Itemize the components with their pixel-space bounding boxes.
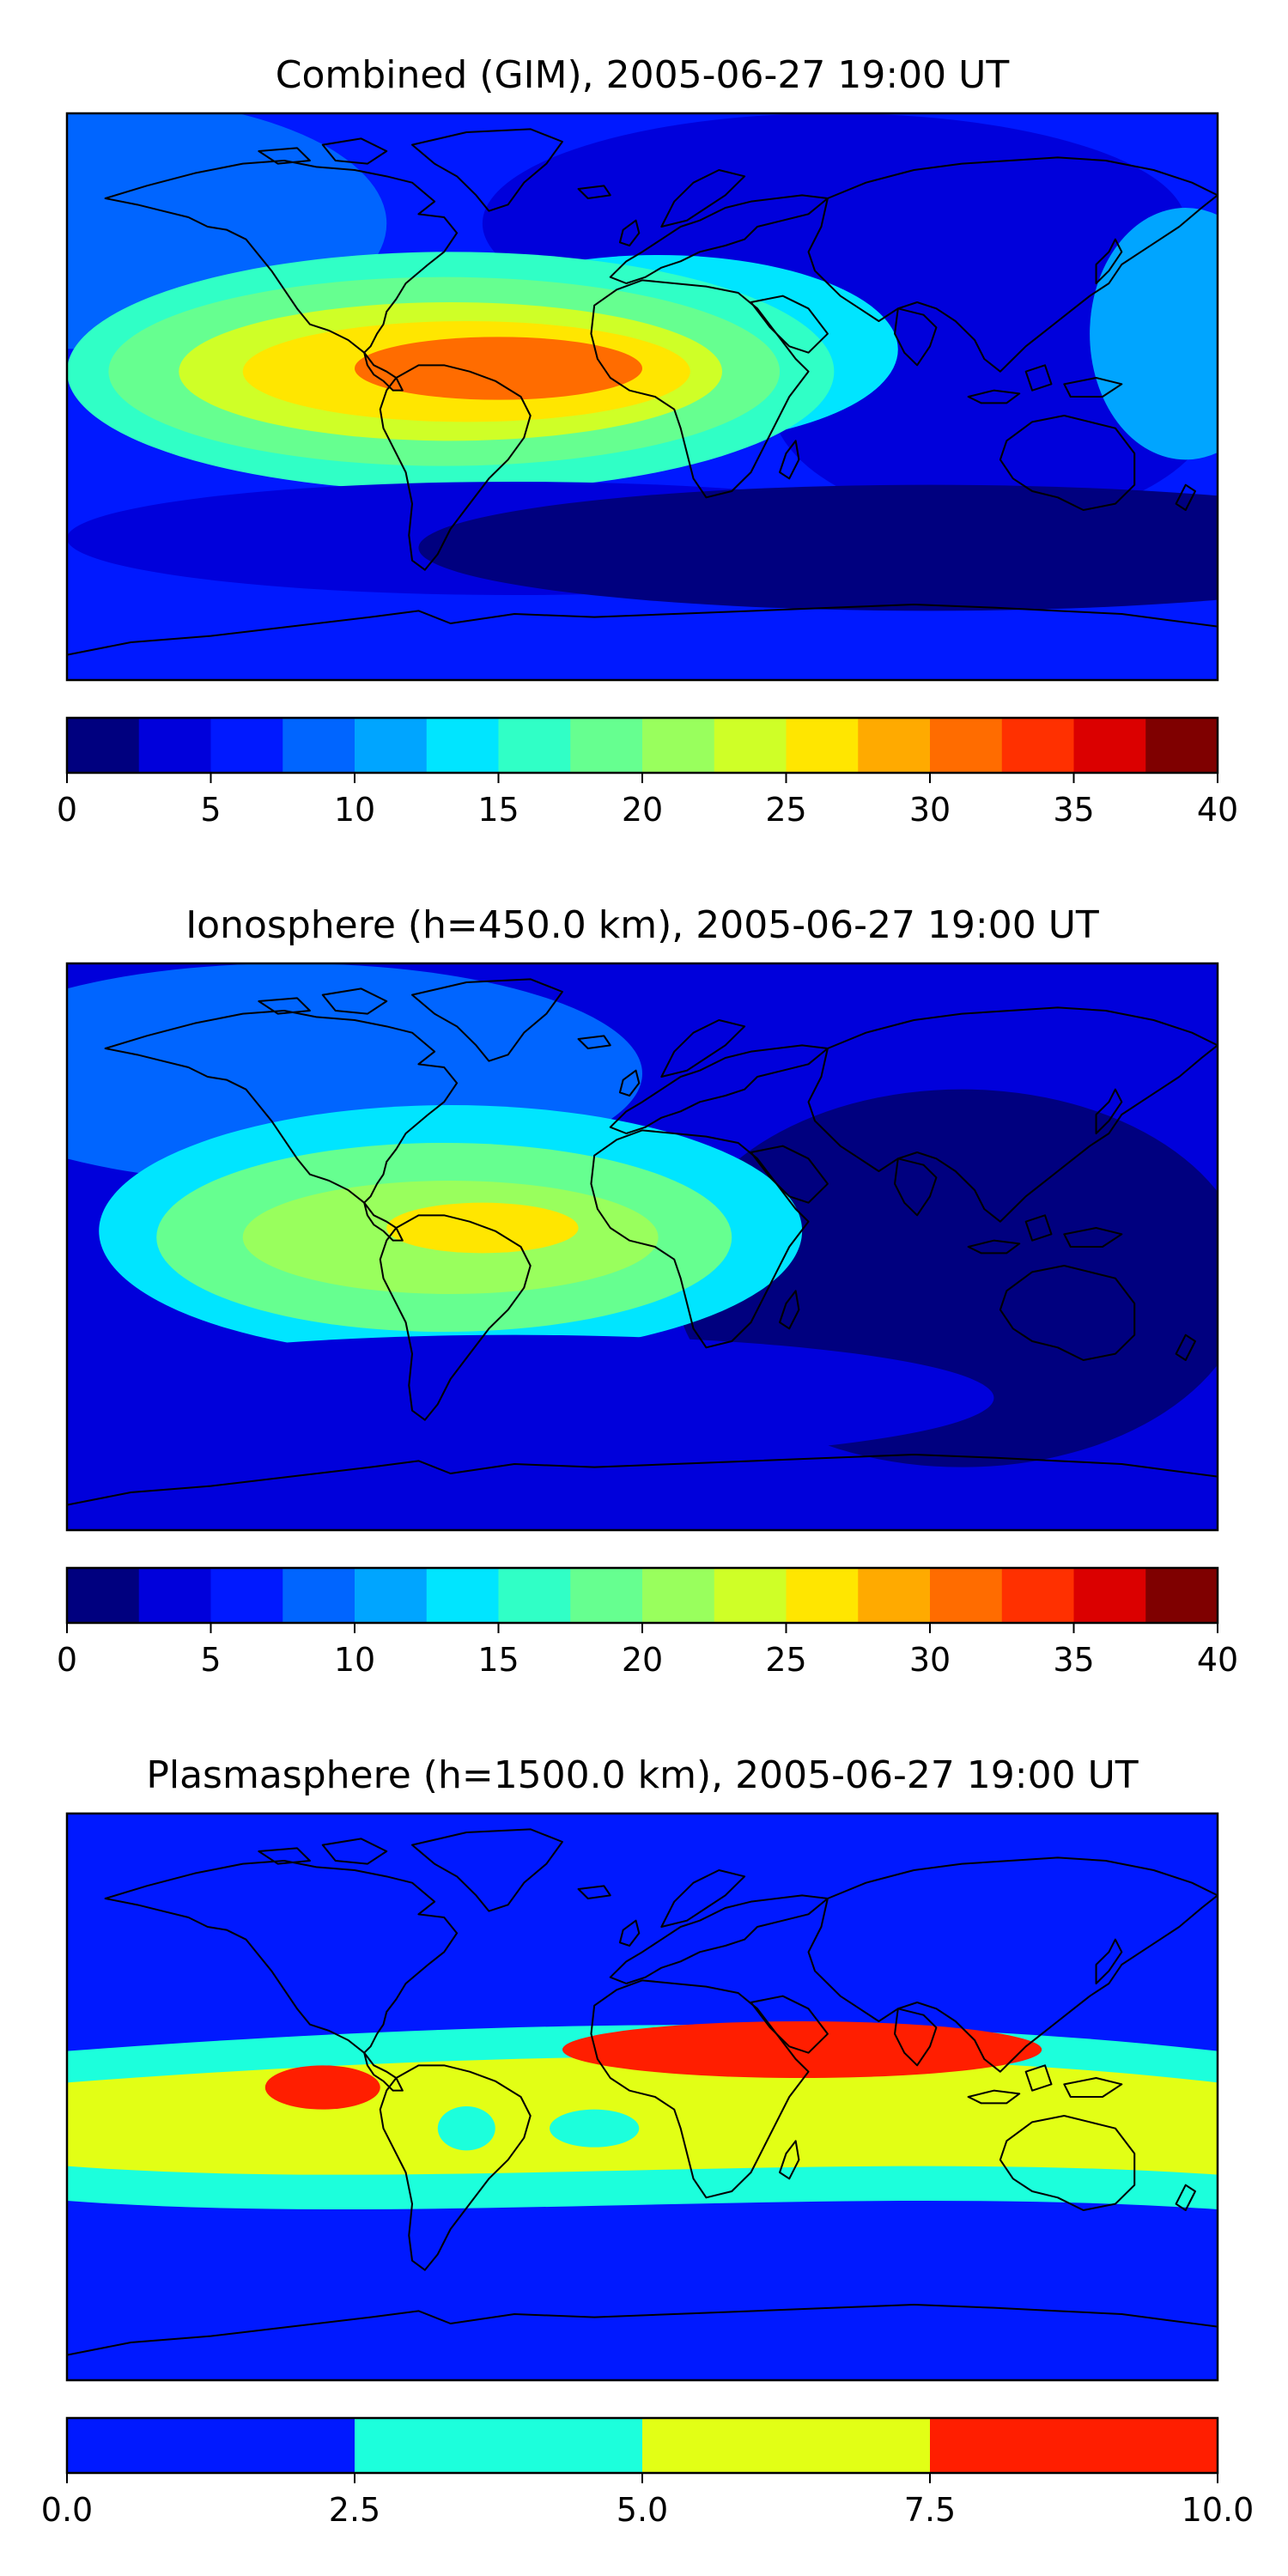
colorbar-swatch-11 — [858, 1568, 931, 1623]
colorbar-swatch-1 — [138, 1568, 211, 1623]
colorbar-swatch-12 — [930, 1568, 1003, 1623]
colorbar-tick-label-1: 5 — [200, 1641, 221, 1679]
colorbar-swatch-8 — [642, 718, 715, 773]
colorbar-swatch-5 — [426, 718, 499, 773]
colorbar-swatch-7 — [570, 1568, 643, 1623]
map-field-plasmasphere — [67, 1814, 1218, 2380]
colorbar-swatch-4 — [355, 1568, 428, 1623]
colorbar-tick-label-2: 5.0 — [617, 2491, 668, 2529]
colorbar-plasmasphere: 0.0 2.5 5.0 7.5 10.0 — [41, 2416, 1255, 2529]
colorbar-swatch-0 — [67, 2418, 355, 2473]
map-field-combined — [67, 113, 1218, 680]
panel-title-plasmasphere: Plasmasphere (h=1500.0 km), 2005-06-27 1… — [146, 1753, 1138, 1797]
colorbar-swatch-13 — [1001, 1568, 1074, 1623]
colorbar-tick-label-5: 25 — [765, 1641, 806, 1679]
colorbar-tick-label-0: 0.0 — [41, 2491, 93, 2529]
colorbar-swatch-14 — [1073, 718, 1146, 773]
field-region-6 — [386, 1202, 579, 1254]
colorbar-tick-label-2: 10 — [334, 1641, 375, 1679]
field-region-9 — [355, 337, 642, 400]
colorbar-tick-label-6: 30 — [909, 1641, 951, 1679]
colorbar-tick-label-2: 10 — [334, 791, 375, 829]
colorbar-tick-label-8: 40 — [1197, 1641, 1238, 1679]
colorbar-tick-label-4: 20 — [622, 1641, 663, 1679]
colorbar-swatch-6 — [498, 718, 571, 773]
panel-title-ionosphere: Ionosphere (h=450.0 km), 2005-06-27 19:0… — [185, 903, 1099, 947]
map-frame-combined — [65, 112, 1219, 682]
colorbar-combined: 0 5 10 15 20 25 30 35 40 — [57, 716, 1238, 829]
field-region-0 — [562, 2021, 1042, 2078]
map-frame-plasmasphere — [65, 1812, 1219, 2382]
colorbar-swatch-11 — [858, 718, 931, 773]
colorbar-tick-label-1: 5 — [200, 791, 221, 829]
colorbar-swatch-8 — [642, 1568, 715, 1623]
colorbar-tick-label-8: 40 — [1197, 791, 1238, 829]
colorbar-ionosphere: 0 5 10 15 20 25 30 35 40 — [57, 1566, 1238, 1679]
colorbar-swatch-7 — [570, 718, 643, 773]
colorbar-swatch-0 — [67, 1568, 140, 1623]
colorbar-swatch-10 — [786, 1568, 859, 1623]
colorbar-swatch-6 — [498, 1568, 571, 1623]
colorbar-swatch-4 — [355, 718, 428, 773]
colorbar-swatch-2 — [642, 2418, 931, 2473]
field-region-7 — [67, 1334, 994, 1461]
colorbar-tick-label-6: 30 — [909, 791, 951, 829]
colorbar-swatch-14 — [1073, 1568, 1146, 1623]
field-region-11 — [418, 484, 1218, 611]
colorbar-tick-label-0: 0 — [57, 1641, 77, 1679]
colorbar-swatch-3 — [283, 1568, 355, 1623]
colorbar-tick-label-5: 25 — [765, 791, 806, 829]
field-region-2 — [437, 2106, 495, 2151]
colorbar-tick-label-1: 2.5 — [329, 2491, 380, 2529]
panel-ionosphere: Ionosphere (h=450.0 km), 2005-06-27 19:0… — [57, 903, 1238, 1679]
colorbar-tick-label-4: 20 — [622, 791, 663, 829]
colorbar-swatch-10 — [786, 718, 859, 773]
panel-plasmasphere: Plasmasphere (h=1500.0 km), 2005-06-27 1… — [41, 1753, 1255, 2529]
map-frame-ionosphere — [65, 962, 1219, 1532]
colorbar-swatch-13 — [1001, 718, 1074, 773]
colorbar-swatch-1 — [138, 718, 211, 773]
colorbar-tick-label-3: 15 — [477, 1641, 519, 1679]
colorbar-swatch-1 — [355, 2418, 643, 2473]
colorbar-tick-label-7: 35 — [1053, 1641, 1094, 1679]
panel-combined: Combined (GIM), 2005-06-27 19:00 UT 0 5 10… — [57, 53, 1238, 829]
colorbar-tick-label-3: 7.5 — [904, 2491, 956, 2529]
colorbar-swatch-9 — [714, 718, 787, 773]
field-region-3 — [1090, 208, 1218, 460]
field-band-1 — [67, 2056, 1218, 2175]
colorbar-tick-label-3: 15 — [477, 791, 519, 829]
field-region-3 — [550, 2109, 640, 2148]
panel-title-combined: Combined (GIM), 2005-06-27 19:00 UT — [276, 53, 1010, 97]
colorbar-swatch-5 — [426, 1568, 499, 1623]
colorbar-swatch-3 — [930, 2418, 1218, 2473]
colorbar-swatch-9 — [714, 1568, 787, 1623]
colorbar-tick-label-4: 10.0 — [1182, 2491, 1255, 2529]
colorbar-swatch-2 — [210, 718, 283, 773]
field-region-1 — [264, 2065, 380, 2110]
colorbar-swatch-2 — [210, 1568, 283, 1623]
colorbar-swatch-12 — [930, 718, 1003, 773]
colorbar-tick-label-0: 0 — [57, 791, 77, 829]
colorbar-swatch-15 — [1145, 1568, 1218, 1623]
map-field-ionosphere — [67, 963, 1218, 1530]
colorbar-tick-label-7: 35 — [1053, 791, 1094, 829]
colorbar-swatch-15 — [1145, 718, 1218, 773]
colorbar-swatch-0 — [67, 718, 140, 773]
colorbar-swatch-3 — [283, 718, 355, 773]
